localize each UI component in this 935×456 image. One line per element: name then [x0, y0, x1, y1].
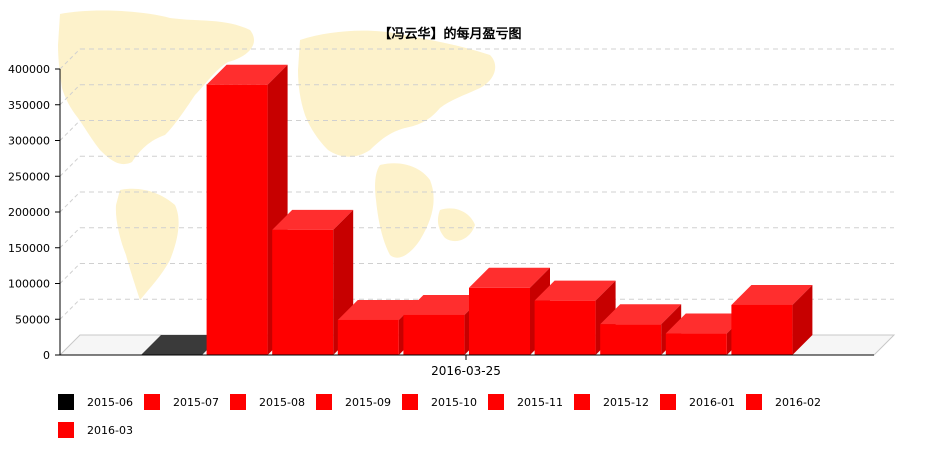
gridline-side: [59, 298, 81, 320]
bar-front-face: [272, 229, 334, 355]
bar-front-face: [534, 300, 596, 355]
legend-swatch: [230, 394, 246, 410]
gridline-side: [59, 120, 81, 141]
bar-top-face: [403, 294, 485, 315]
legend-swatch: [144, 394, 160, 410]
bar-side-face: [792, 284, 813, 355]
bar-top-face: [731, 284, 813, 305]
bar-front-face: [469, 287, 530, 355]
bar-2015-08: [272, 209, 354, 355]
legend-label: 2015-10: [431, 396, 477, 409]
gridline-side: [59, 191, 81, 213]
bar-front-face: [731, 304, 793, 355]
y-tick-label: 400000: [8, 63, 50, 76]
legend-label: 2016-02: [775, 396, 821, 409]
legend-swatch: [58, 394, 74, 410]
legend-label: 2016-01: [689, 396, 735, 409]
chart-title: 【冯云华】的每月盈亏图: [378, 26, 521, 42]
bar-top-face: [534, 280, 616, 301]
bar-top-face: [206, 64, 288, 85]
y-tick-label: 200000: [8, 206, 50, 219]
bars: [141, 64, 813, 355]
y-tick-label: 300000: [8, 135, 50, 148]
legend-label: 2015-08: [259, 396, 305, 409]
axes: 0 50000 100000 150000 200000 250000 300000 3500…: [8, 63, 874, 362]
legend-swatch: [58, 422, 74, 438]
legend-label: 2015-07: [173, 396, 219, 409]
legend-label: 2015-09: [345, 396, 391, 409]
y-tick-label: 350000: [8, 99, 50, 112]
gridline-side: [59, 48, 81, 70]
bar-2015-12: [534, 280, 616, 355]
bar-front-face: [665, 333, 727, 355]
legend-label: 2016-03: [87, 424, 133, 437]
legend-swatch: [574, 394, 590, 410]
bar-2015-11: [469, 267, 550, 355]
legend-label: 2015-12: [603, 396, 649, 409]
bar-2015-07: [206, 64, 288, 355]
y-tick-label: 50000: [15, 313, 50, 326]
legend-label: 2015-11: [517, 396, 563, 409]
legend-swatch: [402, 394, 418, 410]
bar-top-face: [665, 313, 747, 334]
bar-2016-03: [731, 284, 813, 355]
gridline-side: [59, 84, 81, 106]
gridline-side: [59, 227, 81, 249]
bar-top-face: [272, 209, 354, 230]
legend-swatch: [660, 394, 676, 410]
bar-front-face: [600, 324, 662, 355]
bar-top-face: [141, 335, 222, 355]
y-tick-label: 250000: [8, 170, 50, 183]
bar-top-face: [469, 267, 550, 288]
x-axis-label: 2016-03-25: [431, 364, 501, 378]
gridline-side: [59, 155, 81, 177]
bar-top-face: [337, 299, 419, 320]
legend-swatch: [746, 394, 762, 410]
legend-swatch: [316, 394, 332, 410]
bar-front-face: [403, 314, 465, 355]
bar-front-face: [206, 84, 268, 355]
gridline-side: [59, 263, 81, 284]
bar-front-face: [337, 319, 399, 355]
bar-top-face: [600, 304, 682, 325]
y-tick-label: 100000: [8, 278, 50, 291]
y-tick-label: 0: [43, 349, 50, 362]
legend-label: 2015-06: [87, 396, 133, 409]
bar-2015-06: [141, 335, 222, 355]
legend-swatch: [488, 394, 504, 410]
y-tick-label: 150000: [8, 242, 50, 255]
